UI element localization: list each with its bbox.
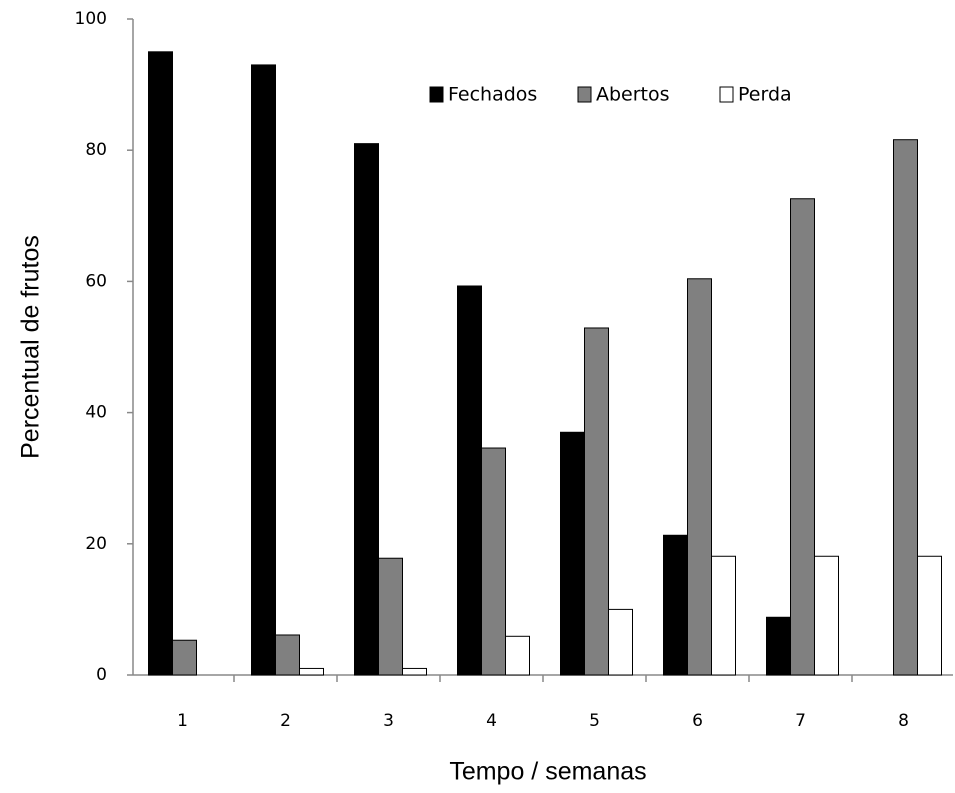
bar — [560, 431, 585, 676]
bar — [275, 634, 300, 676]
bar — [148, 51, 173, 676]
x-tick-label: 7 — [795, 711, 806, 731]
y-tick-label: 40 — [85, 403, 107, 423]
legend-label: Abertos — [596, 84, 670, 106]
x-tick-label: 3 — [383, 711, 394, 731]
x-tick-label: 6 — [692, 711, 703, 731]
legend-swatch — [719, 86, 734, 103]
y-tick-label: 100 — [75, 9, 107, 29]
bar — [663, 534, 688, 676]
bar — [172, 639, 197, 676]
legend-label: Fechados — [448, 84, 537, 106]
x-axis-title: Tempo / semanas — [449, 758, 646, 786]
x-tick-label: 2 — [280, 711, 291, 731]
bar — [505, 635, 530, 676]
bar — [917, 555, 942, 676]
bar — [354, 143, 379, 676]
bar — [251, 64, 276, 676]
bar — [893, 139, 918, 676]
y-axis-title: Percentual de frutos — [17, 235, 45, 459]
legend-label: Perda — [738, 84, 792, 106]
bar — [766, 616, 791, 676]
bar — [457, 285, 482, 676]
bar — [402, 667, 427, 676]
x-tick-label: 8 — [898, 711, 909, 731]
bar — [584, 327, 609, 676]
bar — [378, 557, 403, 676]
y-tick-label: 80 — [85, 140, 107, 160]
bar — [814, 555, 839, 676]
x-tick-label: 1 — [177, 711, 188, 731]
bar — [790, 198, 815, 676]
y-tick-label: 60 — [85, 271, 107, 291]
bar — [711, 555, 736, 676]
bar — [687, 278, 712, 676]
legend-swatch — [429, 86, 444, 103]
y-tick-label: 20 — [85, 534, 107, 554]
y-tick-label: 0 — [96, 665, 107, 685]
bar — [299, 667, 324, 676]
bar — [608, 608, 633, 676]
x-tick-label: 5 — [589, 711, 600, 731]
bar — [481, 447, 506, 676]
legend-swatch — [577, 86, 592, 103]
x-tick-label: 4 — [486, 711, 497, 731]
